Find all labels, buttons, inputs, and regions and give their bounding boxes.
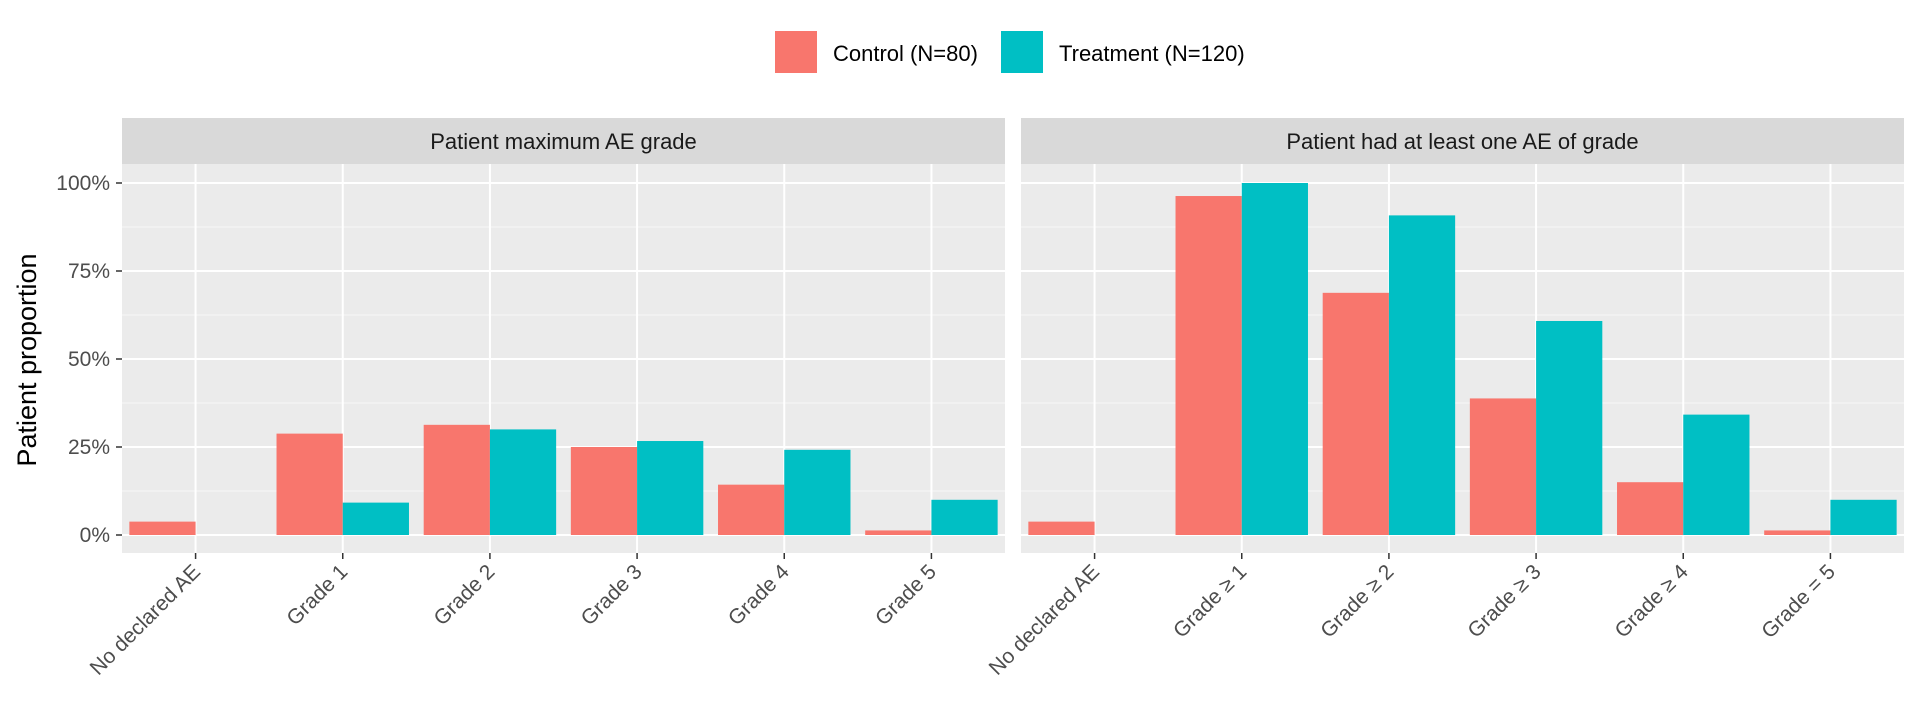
bar-control-4 [570, 447, 638, 535]
bar-treatment-4 [637, 441, 704, 535]
x-tick-label: Grade 4 [724, 560, 794, 630]
panel-title: Patient had at least one AE of grade [1286, 129, 1638, 154]
bar-treatment-2 [342, 502, 409, 535]
bar-control-3 [423, 424, 490, 535]
panel-title: Patient maximum AE grade [430, 129, 697, 154]
legend: Control (N=80) Treatment (N=120) [774, 30, 1245, 74]
bar-control-4 [1469, 398, 1537, 535]
x-tick-label: Grade ≥ 2 [1316, 560, 1398, 642]
bar-treatment-2 [1241, 183, 1308, 535]
panels: Patient maximum AE grade No declared AE Gr… [56, 118, 1904, 680]
x-tick-label: No declared AE [86, 560, 205, 679]
bar-control-2 [1175, 196, 1242, 536]
y-tick-label: 0% [80, 524, 110, 547]
bar-control-6 [1764, 530, 1831, 535]
panel-strip [1021, 118, 1904, 164]
legend-swatch-control [775, 31, 817, 73]
bar-treatment-6 [1830, 499, 1897, 535]
x-tick-label: Grade 2 [430, 560, 500, 630]
bar-control-6 [865, 530, 932, 535]
x-tick-label: Grade 3 [577, 560, 647, 630]
panel-2: Patient had at least one AE of grade No d… [985, 118, 1904, 680]
y-tick-label: 25% [68, 436, 110, 459]
y-axis-title: Patient proportion [12, 253, 42, 466]
x-tick-label: Grade ≥ 4 [1611, 560, 1693, 642]
panel-1: Patient maximum AE grade No declared AE Gr… [56, 118, 1005, 680]
bar-treatment-5 [1683, 414, 1750, 535]
x-tick-label: Grade = 5 [1757, 560, 1840, 643]
panel-strip [122, 118, 1005, 164]
legend-label-control: Control (N=80) [833, 41, 978, 66]
x-tick-label: No declared AE [985, 560, 1104, 679]
bar-control-2 [276, 433, 343, 535]
bar-treatment-6 [931, 499, 998, 535]
legend-swatch-treatment [1001, 31, 1043, 73]
bar-treatment-4 [1536, 320, 1603, 535]
y-tick-label: 50% [68, 348, 110, 371]
bar-control-3 [1322, 292, 1389, 535]
y-tick-label: 75% [68, 260, 110, 283]
y-tick-label: 100% [56, 172, 110, 195]
x-tick-label: Grade ≥ 1 [1169, 560, 1251, 642]
bar-treatment-5 [784, 449, 851, 535]
legend-label-treatment: Treatment (N=120) [1059, 41, 1245, 66]
x-tick-label: Grade 1 [282, 560, 352, 630]
bar-treatment-3 [489, 429, 557, 535]
bar-treatment-3 [1388, 215, 1456, 535]
x-tick-label: Grade 5 [871, 560, 941, 630]
bar-control-1 [1028, 521, 1095, 535]
bar-control-1 [129, 521, 196, 535]
bar-control-5 [1617, 482, 1684, 535]
bar-control-5 [718, 484, 785, 535]
x-tick-label: Grade ≥ 3 [1463, 560, 1545, 642]
